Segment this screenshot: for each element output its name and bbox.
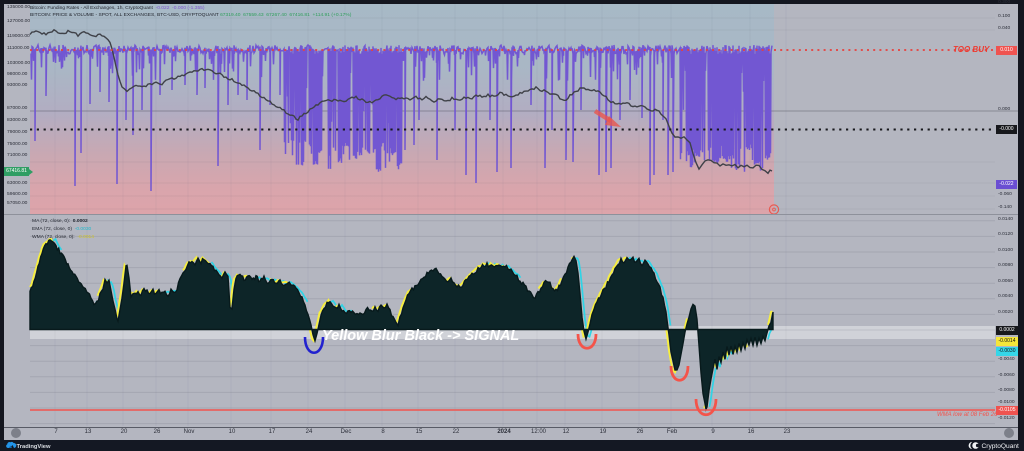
svg-text:CryptoQuant: CryptoQuant [982,443,1020,450]
svg-text:TradingView: TradingView [17,444,52,450]
